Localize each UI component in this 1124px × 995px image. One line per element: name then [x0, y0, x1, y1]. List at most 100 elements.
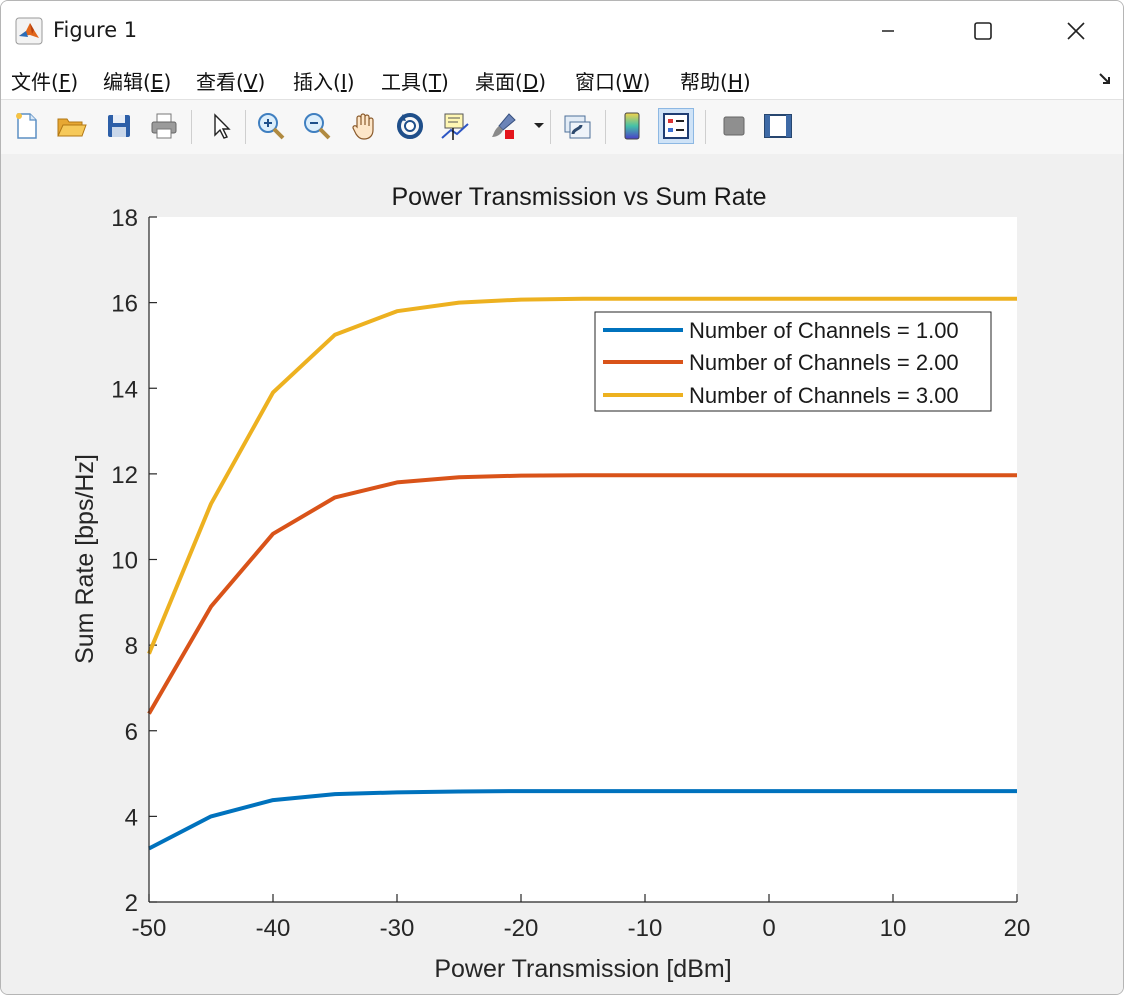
menu-help[interactable]: 帮助(H)	[680, 66, 751, 95]
new-figure-button[interactable]	[9, 108, 45, 144]
menu-window[interactable]: 窗口(W)	[575, 66, 650, 95]
menu-view[interactable]: 查看(V)	[196, 66, 265, 95]
menu-insert[interactable]: 插入(I)	[293, 66, 355, 95]
maximize-icon	[974, 22, 992, 40]
maximize-button[interactable]	[938, 1, 1028, 61]
title-bar: Figure 1	[1, 1, 1123, 61]
legend-button[interactable]	[658, 108, 694, 144]
brush-button[interactable]	[485, 108, 521, 144]
menu-tools[interactable]: 工具(T)	[381, 66, 449, 95]
data-cursor-button[interactable]	[437, 108, 473, 144]
menu-file[interactable]: 文件(F)	[11, 66, 78, 95]
pointer-icon	[214, 113, 231, 139]
menu-edit-key: E	[150, 70, 164, 94]
menu-insert-tail: )	[346, 70, 355, 94]
dock-arrow-icon[interactable]	[1097, 71, 1113, 87]
open-button[interactable]	[53, 108, 89, 144]
menu-help-key: H	[727, 70, 743, 94]
hide-plot-tools-button[interactable]	[716, 108, 752, 144]
menu-file-key: F	[58, 70, 71, 94]
rotate-3d-icon	[397, 113, 423, 139]
x-tick-label: -30	[380, 915, 415, 942]
matlab-logo-icon	[15, 17, 43, 45]
menu-file-label: 文件(	[11, 70, 59, 94]
series-line-1	[148, 789, 1017, 851]
x-tick-label: -10	[628, 915, 663, 942]
pan-hand-icon	[352, 113, 374, 140]
y-tick-label: 6	[125, 719, 138, 746]
menu-view-key: V	[243, 70, 258, 94]
menu-insert-key: I	[340, 70, 347, 94]
menu-tools-tail: )	[441, 70, 449, 94]
menu-window-label: 窗口(	[575, 70, 623, 94]
menu-bar: 文件(F) 编辑(E) 查看(V) 插入(I) 工具(T) 桌面(D) 窗口(W…	[1, 61, 1123, 99]
print-icon	[151, 113, 177, 139]
series-line-2	[147, 473, 1017, 715]
y-tick-label: 10	[111, 548, 138, 575]
legend-label-1: Number of Channels = 1.00	[689, 318, 959, 343]
toolbar-separator	[705, 110, 706, 144]
rotate-3d-button[interactable]	[392, 108, 428, 144]
new-figure-icon	[16, 113, 37, 139]
legend-icon	[663, 113, 689, 139]
menu-view-tail: )	[257, 70, 266, 94]
close-button[interactable]	[1031, 1, 1121, 61]
brush-icon	[492, 113, 516, 139]
window-title: Figure 1	[53, 18, 138, 42]
x-tick-label: -20	[504, 915, 539, 942]
menu-file-tail: )	[70, 70, 79, 94]
y-tick-label: 18	[111, 205, 138, 232]
menu-desktop-tail: )	[538, 70, 547, 94]
menu-edit[interactable]: 编辑(E)	[103, 66, 171, 95]
data-cursor-icon	[441, 113, 469, 140]
menu-edit-label: 编辑(	[103, 70, 151, 94]
line-chart: -50 -40 -30 -20 -10 0 10 20 2 4 6 8 10 12 14 16 18 Power…	[71, 183, 1031, 983]
zoom-in-button[interactable]	[253, 108, 289, 144]
menu-help-label: 帮助(	[680, 70, 728, 94]
menu-desktop-key: D	[522, 70, 539, 94]
series-line-3	[147, 296, 1017, 655]
toolbar-separator	[191, 110, 192, 144]
x-tick-label: 0	[762, 915, 775, 942]
print-button[interactable]	[146, 108, 182, 144]
x-tick-label: 20	[1004, 915, 1031, 942]
menu-edit-tail: )	[163, 70, 172, 94]
pan-button[interactable]	[346, 108, 382, 144]
open-folder-icon	[57, 118, 87, 137]
y-tick-label: 2	[125, 890, 138, 917]
minimize-icon	[882, 30, 894, 32]
close-icon	[1067, 22, 1085, 40]
legend-label-3: Number of Channels = 3.00	[689, 383, 959, 408]
x-tick-label: -50	[132, 915, 167, 942]
x-tick-label: 10	[880, 915, 907, 942]
legend-label-2: Number of Channels = 2.00	[689, 350, 959, 375]
y-tick-label: 14	[111, 376, 138, 403]
zoom-in-icon	[258, 113, 285, 140]
link-plot-button[interactable]	[559, 108, 595, 144]
toolbar-separator	[605, 110, 606, 144]
save-icon	[108, 115, 130, 137]
menu-desktop-label: 桌面(	[475, 70, 523, 94]
colorbar-button[interactable]	[614, 108, 650, 144]
pointer-button[interactable]	[202, 108, 238, 144]
menu-window-tail: )	[642, 70, 651, 94]
brush-dropdown-icon[interactable]	[533, 122, 545, 130]
show-plot-tools-button[interactable]	[760, 108, 796, 144]
y-tick-label: 12	[111, 462, 138, 489]
menu-tools-key: T	[428, 70, 442, 94]
y-tick-label: 4	[125, 804, 138, 831]
minimize-button[interactable]	[843, 1, 933, 61]
menu-tools-label: 工具(	[381, 70, 429, 94]
menu-view-label: 查看(	[196, 70, 244, 94]
menu-insert-label: 插入(	[293, 70, 341, 94]
save-button[interactable]	[101, 108, 137, 144]
toolbar	[1, 99, 1123, 155]
x-tick-label: -40	[256, 915, 291, 942]
legend: Number of Channels = 1.00 Number of Chan…	[594, 311, 992, 412]
menu-desktop[interactable]: 桌面(D)	[475, 66, 546, 95]
zoom-out-button[interactable]	[299, 108, 335, 144]
link-plot-icon	[564, 115, 591, 139]
figure-canvas: -50 -40 -30 -20 -10 0 10 20 2 4 6 8 10 12 14 16 18 Power…	[1, 154, 1123, 994]
show-plot-tools-icon	[764, 114, 792, 138]
zoom-out-icon	[304, 113, 331, 140]
